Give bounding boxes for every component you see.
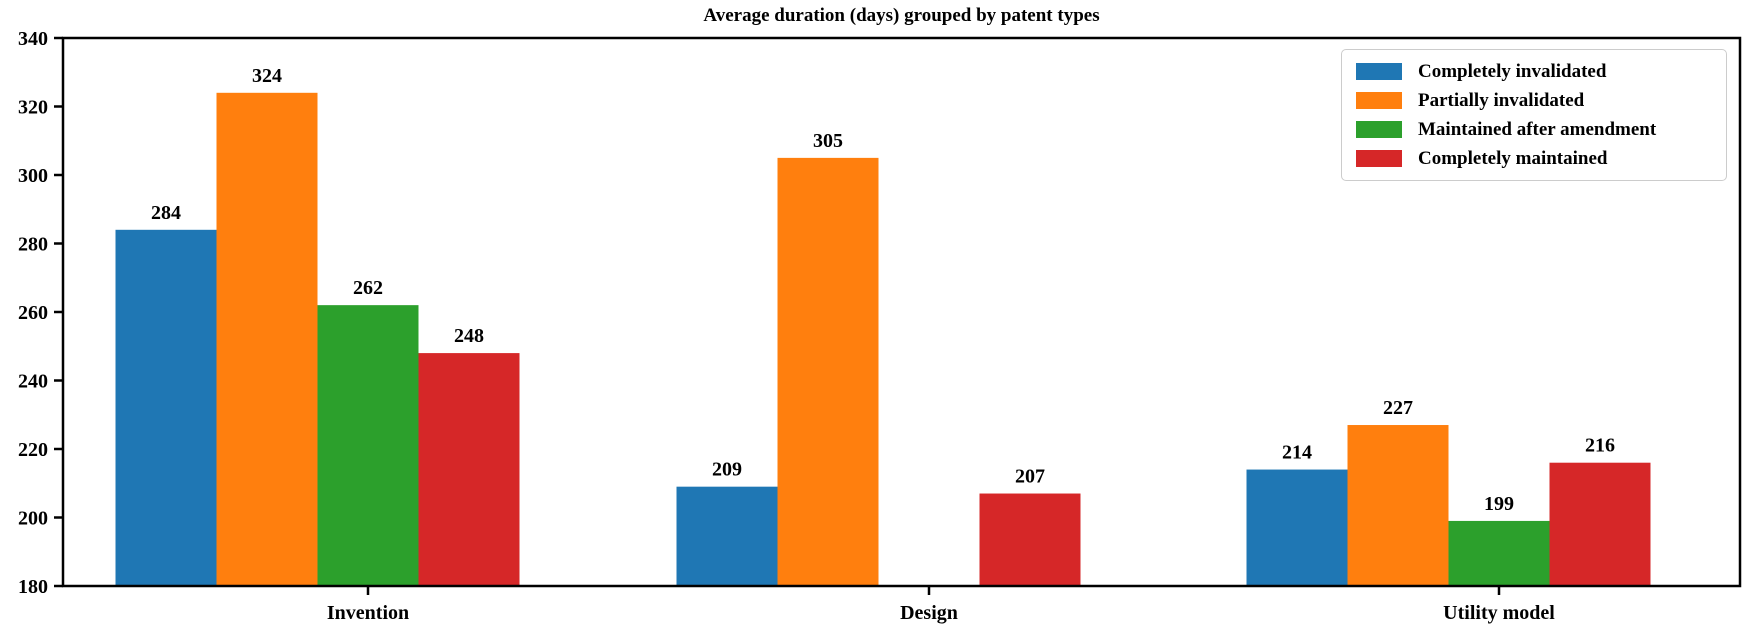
y-tick-label: 220 bbox=[18, 439, 48, 461]
legend-item: Maintained after amendment bbox=[1356, 115, 1712, 144]
y-tick-label: 260 bbox=[18, 302, 48, 324]
legend-label: Maintained after amendment bbox=[1418, 118, 1657, 140]
bar-value-label: 305 bbox=[813, 130, 843, 152]
bar-value-label: 216 bbox=[1585, 435, 1615, 457]
bar-partially-invalidated-invention bbox=[216, 92, 318, 587]
bar-completely-invalidated-invention bbox=[115, 229, 217, 587]
legend-swatch-completely-maintained bbox=[1356, 150, 1402, 167]
legend-item: Partially invalidated bbox=[1356, 86, 1712, 115]
y-tick-label: 180 bbox=[18, 576, 48, 598]
legend: Completely invalidated Partially invalida… bbox=[1341, 49, 1727, 181]
y-tick-label: 300 bbox=[18, 165, 48, 187]
bar-value-label: 209 bbox=[712, 459, 742, 481]
bar-value-label: 324 bbox=[252, 65, 282, 87]
bar-value-label: 207 bbox=[1015, 466, 1045, 488]
bar-completely-maintained-design bbox=[979, 493, 1081, 586]
legend-item: Completely invalidated bbox=[1356, 57, 1712, 86]
legend-swatch-partially-invalidated bbox=[1356, 92, 1402, 109]
bar-value-label: 214 bbox=[1282, 442, 1312, 464]
bar-value-label: 199 bbox=[1484, 493, 1514, 515]
legend-swatch-completely-invalidated bbox=[1356, 63, 1402, 80]
legend-label: Partially invalidated bbox=[1418, 89, 1585, 111]
legend-label: Completely invalidated bbox=[1418, 60, 1607, 82]
y-tick-label: 240 bbox=[18, 371, 48, 393]
bar-value-label: 227 bbox=[1383, 397, 1413, 419]
y-tick-label: 280 bbox=[18, 234, 48, 256]
legend-item: Completely maintained bbox=[1356, 144, 1712, 173]
y-tick-label: 320 bbox=[18, 97, 48, 119]
x-tick-label-invention: Invention bbox=[327, 602, 409, 624]
bar-completely-maintained-utility-model bbox=[1549, 462, 1651, 586]
bar-completely-maintained-invention bbox=[418, 353, 520, 586]
bar-value-label: 248 bbox=[454, 325, 484, 347]
bar-value-label: 284 bbox=[151, 202, 181, 224]
bar-completely-invalidated-design bbox=[676, 486, 778, 586]
y-tick-label: 340 bbox=[18, 28, 48, 50]
bar-maintained-after-amendment-utility-model bbox=[1448, 520, 1550, 586]
bar-partially-invalidated-utility-model bbox=[1347, 425, 1449, 586]
bar-completely-invalidated-utility-model bbox=[1246, 469, 1348, 586]
x-tick-label-design: Design bbox=[900, 602, 958, 624]
legend-label: Completely maintained bbox=[1418, 147, 1608, 169]
x-tick-label-utility-model: Utility model bbox=[1443, 602, 1555, 624]
y-tick-label: 200 bbox=[18, 508, 48, 530]
bar-partially-invalidated-design bbox=[777, 157, 879, 586]
legend-swatch-maintained-after-amendment bbox=[1356, 121, 1402, 138]
bar-value-label: 262 bbox=[353, 277, 383, 299]
bar-maintained-after-amendment-invention bbox=[317, 305, 419, 586]
chart-title: Average duration (days) grouped by paten… bbox=[703, 5, 1100, 26]
